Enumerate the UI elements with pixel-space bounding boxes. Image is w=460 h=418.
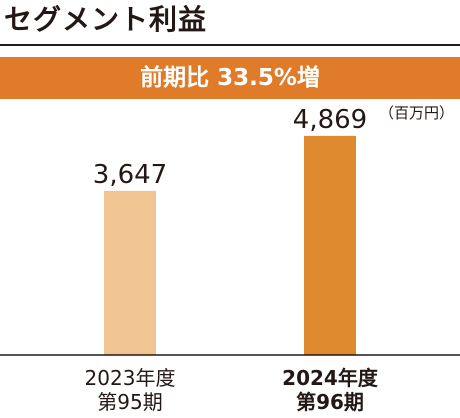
x-category-term: 第96期 [296,390,364,414]
bar-value-label-1: 4,869 [293,105,367,135]
chart-title: セグメント利益 [4,3,208,36]
x-category-label-2023: 2023年度 第95期 [55,366,205,414]
bar-value-label-0: 3,647 [93,160,167,190]
x-category-term: 第95期 [97,390,163,414]
title-underline [0,44,460,46]
x-category-label-2024: 2024年度 第96期 [255,366,405,414]
unit-label: （百万円） [378,104,454,122]
bar-1 [304,135,356,355]
bar-0 [104,190,156,355]
x-category-year: 2023年度 [84,366,176,390]
x-category-year: 2024年度 [282,366,378,390]
growth-banner: 前期比 33.5%増 [0,57,460,99]
